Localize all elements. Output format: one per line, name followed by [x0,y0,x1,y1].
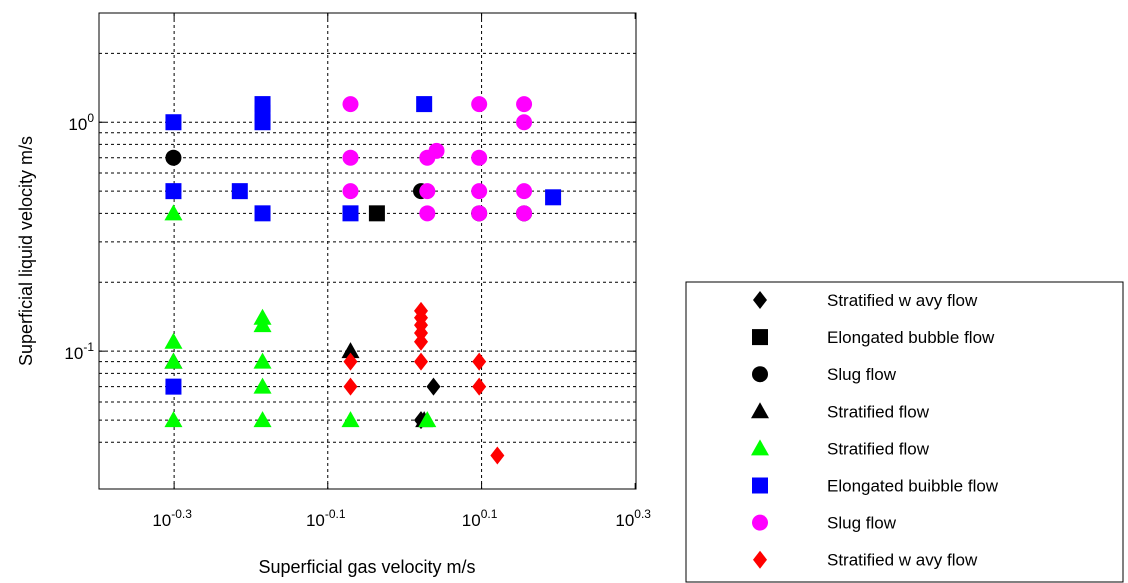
data-point [516,96,533,113]
legend-label: Stratified w avy flow [827,551,978,570]
legend-marker [751,439,769,456]
legend-marker [752,514,768,531]
legend-label: Elongated buibble flow [827,477,999,496]
legend: Stratified w avy flow Elongated bubble fl… [685,281,1124,583]
series-4 [164,204,437,428]
data-point [341,342,360,359]
legend-marker [752,329,768,346]
data-point [164,204,183,221]
data-point [368,205,385,222]
data-point [165,149,182,166]
data-point [472,352,487,371]
series-5 [165,96,562,395]
data-point [418,411,437,428]
data-point [343,352,358,371]
series-1 [368,205,385,222]
data-point [253,316,272,333]
y-axis-label: Superficial liquid velocity m/s [16,136,36,366]
data-point [342,205,359,222]
legend-label: Slug flow [827,365,897,384]
data-point [471,205,488,222]
data-point [545,189,562,206]
legend-marker [752,477,768,494]
grid-layer [99,13,636,489]
data-point [342,96,359,113]
data-point [426,377,441,396]
data-point [343,377,358,396]
x-axis-label: Superficial gas velocity m/s [258,557,475,577]
data-point [165,114,182,131]
data-point [165,378,182,395]
data-point [254,205,271,222]
x-tick-label: 100.1 [462,507,498,530]
data-point [416,96,433,113]
data-point [165,183,182,200]
data-point [253,352,272,369]
data-point [342,183,359,200]
data-point [471,183,488,200]
legend-label: Elongated bubble flow [827,328,995,347]
y-tick-label: 10-1 [64,340,94,363]
legend-label: Stratified w avy flow [827,291,978,310]
legend-label: Stratified flow [827,402,930,421]
legend-marker [753,291,767,309]
data-point [472,377,487,396]
legend-box [685,281,1124,583]
y-tick-label: 100 [68,111,94,134]
data-point [414,332,429,351]
data-point [414,352,429,371]
data-point [341,411,360,428]
legend-label: Slug flow [827,514,897,533]
series-3 [164,342,434,428]
x-tick-label: 100.3 [615,507,651,530]
legend-label: Stratified flow [827,439,930,458]
data-point [253,377,272,394]
data-point [516,114,533,131]
data-point [516,183,533,200]
data-point [164,411,183,428]
x-tick-label: 10-0.1 [306,507,346,530]
series-7 [343,301,505,465]
data-point [471,96,488,113]
legend-marker [751,402,769,419]
legend-marker [753,550,767,569]
data-point [164,352,183,369]
axis-layer: 10-0.3 10-0.1 100.1 100.3 10-1 100 [64,13,651,530]
data-point [428,142,445,159]
data-point [164,332,183,349]
data-point [253,411,272,428]
data-point [490,446,505,465]
data-point [471,149,488,166]
data-point [419,205,436,222]
data-point [254,114,271,131]
data-point [419,183,436,200]
series-6 [342,96,533,222]
legend-marker [752,366,768,383]
plot-frame [98,12,637,490]
data-point [516,205,533,222]
data-point [231,183,248,200]
x-tick-label: 10-0.3 [152,507,192,530]
marks-layer [164,96,562,465]
data-point [342,149,359,166]
